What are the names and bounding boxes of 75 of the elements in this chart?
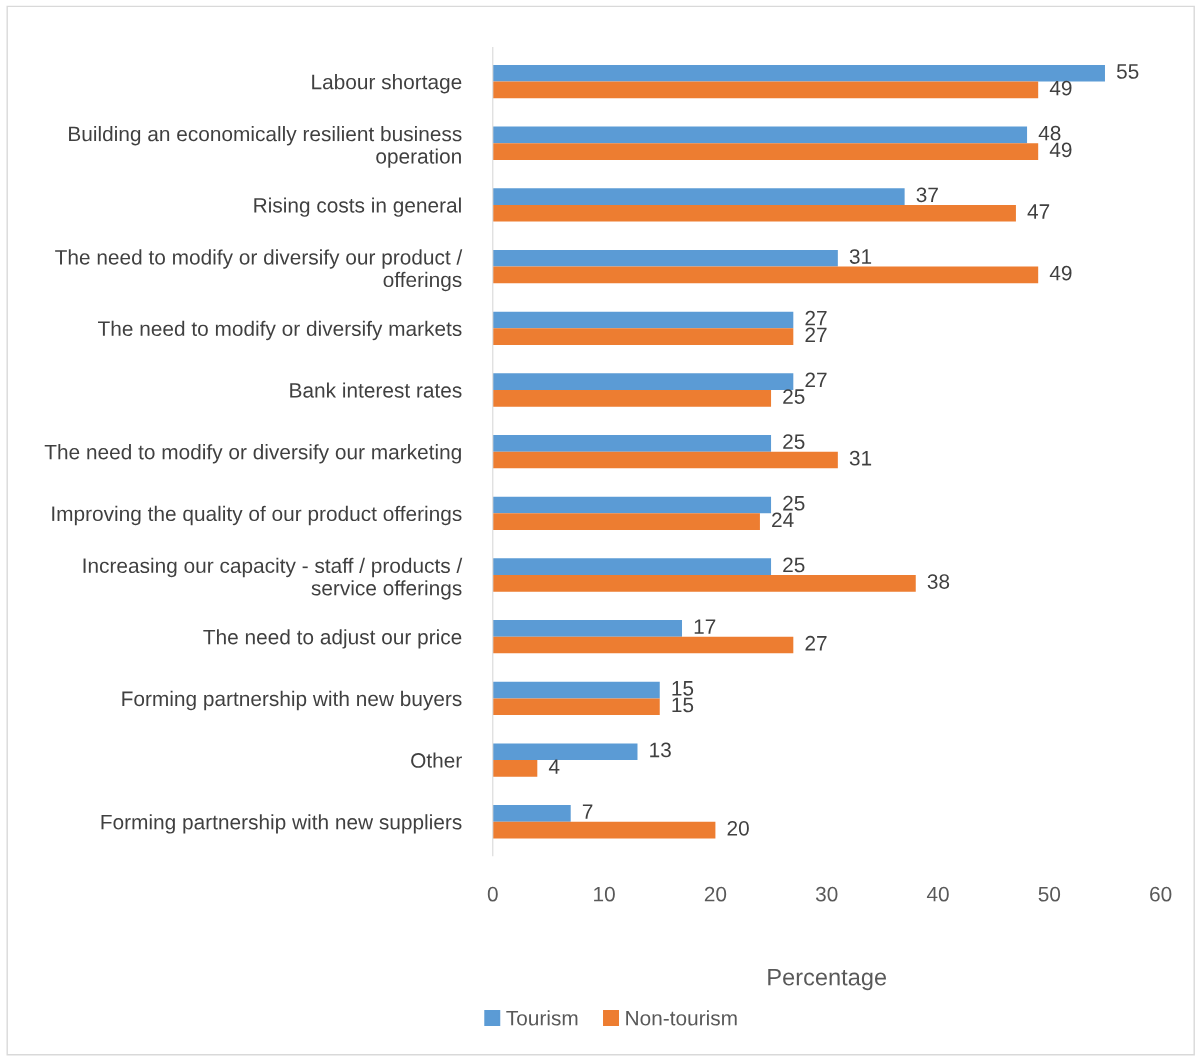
data-label: 37 (916, 187, 938, 203)
bar (492, 266, 1039, 284)
data-label: 15 (672, 697, 694, 713)
bar (492, 681, 660, 699)
data-label: 27 (805, 372, 827, 388)
bar (492, 249, 838, 267)
data-label: 4 (548, 759, 560, 774)
data-label: 48 (1038, 125, 1061, 141)
bar (492, 435, 772, 452)
bar (492, 760, 538, 777)
data-label: 13 (650, 742, 671, 758)
data-label: 24 (772, 512, 794, 528)
bar (492, 743, 638, 761)
bar (492, 389, 772, 407)
bar (492, 328, 794, 345)
data-label: 27 (805, 635, 827, 651)
bar (492, 558, 772, 576)
data-label: 47 (1027, 204, 1050, 219)
data-label: 27 (805, 310, 827, 326)
y-tick-label: The need to modify or diversify our marketing (44, 444, 461, 464)
bar (492, 373, 794, 390)
bar (492, 311, 794, 329)
bar (492, 636, 794, 654)
x-axis-title: Percentage (768, 969, 887, 991)
data-label: 55 (1116, 64, 1139, 79)
y-tick-label: Forming partnership with new suppliers (101, 814, 462, 834)
bar (492, 496, 772, 514)
x-tick-label: 10 (594, 886, 615, 902)
bar (492, 620, 683, 637)
data-label: 25 (783, 557, 805, 573)
legend-label: Tourism (506, 1010, 578, 1026)
data-label: 17 (694, 619, 716, 634)
y-tick-label: Improving the quality of our product offerings (52, 505, 462, 526)
data-label: 49 (1049, 265, 1072, 281)
y-tick-label: Increasing our capacity - staff / products / service offerings (83, 557, 463, 600)
data-label: 38 (927, 574, 950, 589)
bar (492, 64, 1105, 82)
x-tick-label: 50 (1038, 886, 1061, 902)
data-label: 27 (805, 327, 827, 343)
y-tick-label: Forming partnership with new buyers (122, 690, 462, 711)
bar (492, 143, 1039, 160)
y-tick-label: Labour shortage (312, 74, 462, 94)
bar (492, 451, 838, 469)
x-tick-label: 0 (487, 886, 498, 902)
data-label: 25 (783, 495, 805, 511)
y-tick-label: Rising costs in general (254, 197, 461, 217)
x-tick-label: 60 (1150, 886, 1172, 902)
y-tick-label: The need to adjust our price (203, 629, 462, 649)
bar (492, 188, 905, 205)
data-label: 20 (727, 820, 749, 836)
y-tick-label: Bank interest rates (290, 382, 462, 398)
data-label: 31 (849, 249, 872, 264)
x-tick-label: 40 (926, 886, 949, 902)
data-label: 25 (783, 434, 805, 449)
data-label: 7 (582, 804, 593, 819)
bar (492, 204, 1016, 222)
bar (492, 821, 716, 839)
y-tick-label: The need to modify or diversify markets (98, 320, 462, 341)
bar (492, 81, 1039, 99)
data-label: 49 (1049, 142, 1072, 158)
x-tick-label: 20 (704, 886, 727, 902)
data-label: 15 (672, 681, 694, 696)
bar (492, 126, 1028, 144)
data-label: 49 (1049, 80, 1072, 96)
y-tick-label: The need to modify or diversify our product / offerings (55, 249, 463, 292)
y-tick-label: Other (411, 752, 462, 768)
bar (492, 513, 760, 530)
data-label: 31 (849, 450, 872, 466)
bar (492, 698, 660, 716)
y-tick-label: Building an economically resilient business operation (69, 126, 462, 168)
bar (492, 575, 916, 592)
legend-label: Non-tourism (626, 1010, 737, 1026)
bar (492, 805, 571, 822)
data-label: 25 (783, 389, 805, 404)
x-tick-label: 30 (815, 886, 838, 902)
